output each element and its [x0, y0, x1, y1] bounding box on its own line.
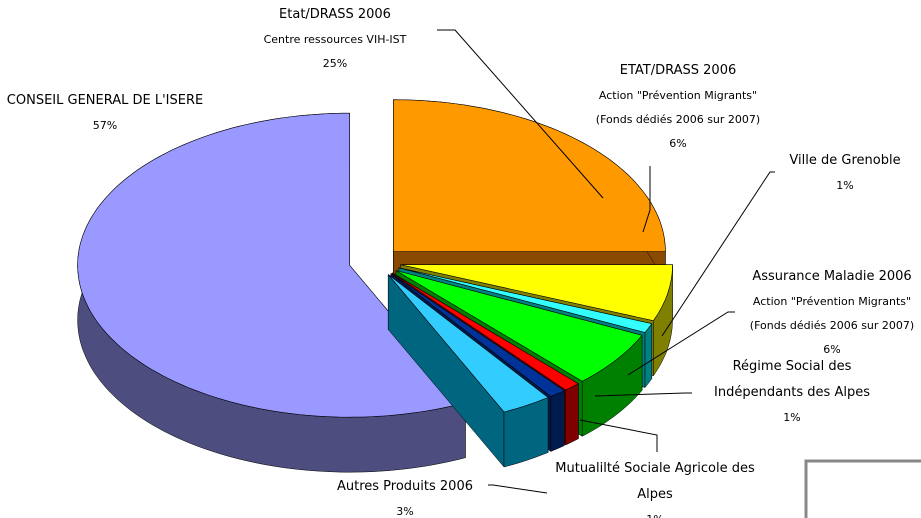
slice-top [393, 99, 666, 252]
slice [387, 273, 549, 468]
category-label: Etat/DRASS 2006 [279, 7, 391, 22]
value-label: 1% [555, 508, 755, 518]
leader-line [627, 311, 735, 376]
leader-line [642, 166, 651, 233]
slice-wall [565, 383, 579, 446]
value-label: 1% [836, 179, 854, 192]
leader-line [488, 484, 548, 494]
label-detail: Action "Prévention Migrants" [752, 295, 912, 308]
category-label: CONSEIL GENERAL DE L'ISERE [6, 93, 204, 108]
slice-top [390, 273, 565, 397]
slice-top [400, 264, 673, 322]
frame-box [804, 459, 921, 518]
slice-label: CONSEIL GENERAL DE L'ISERE 57% [5, 88, 205, 138]
value-label: 57% [92, 119, 118, 132]
category-label: Mutualilté Sociale Agricole des Alpes [555, 461, 755, 502]
label-detail: Centre ressources VIH-IST [263, 33, 407, 46]
category-label: Ville de Grenoble [789, 153, 901, 168]
label-detail: (Fonds dédiés 2006 sur 2007) [595, 113, 761, 126]
slice-label: Régime Social des Indépendants des Alpes… [702, 354, 882, 430]
category-label: Régime Social des Indépendants des Alpes [714, 359, 870, 400]
slice-top [392, 272, 580, 391]
slice [77, 112, 466, 473]
slice-label: Ville de Grenoble 1% [775, 148, 915, 198]
slice-top [398, 267, 653, 333]
value-label: 1% [783, 411, 801, 424]
slice-wall [644, 322, 653, 389]
slice-label: Etat/DRASS 2006 Centre ressources VIH-IST… [205, 2, 465, 76]
slice-top [77, 112, 466, 418]
slice-top [387, 274, 549, 413]
leader-line [579, 419, 658, 452]
category-label: ETAT/DRASS 2006 [619, 63, 737, 78]
leader-line [437, 29, 604, 199]
slice-label: ETAT/DRASS 2006 Action "Prévention Migran… [548, 58, 808, 156]
value-label: 3% [396, 505, 414, 518]
slice-label: Assurance Maladie 2006 Action "Prévention… [732, 264, 921, 362]
slice-wall [550, 390, 565, 452]
slice-label: Autres Produits 2006 3% [305, 474, 505, 518]
category-label: Autres Produits 2006 [336, 479, 473, 494]
leader-line [594, 392, 692, 397]
leader-line [661, 171, 775, 337]
label-detail: Action "Prévention Migrants" [598, 89, 758, 102]
value-label: 6% [823, 343, 841, 356]
slice-label: Mutualilté Sociale Agricole des Alpes 1% [555, 456, 755, 518]
slice-top [395, 270, 643, 382]
value-label: 25% [322, 57, 348, 70]
label-detail: (Fonds dédiés 2006 sur 2007) [749, 319, 915, 332]
category-label: Assurance Maladie 2006 [752, 269, 912, 284]
value-label: 6% [669, 137, 687, 150]
